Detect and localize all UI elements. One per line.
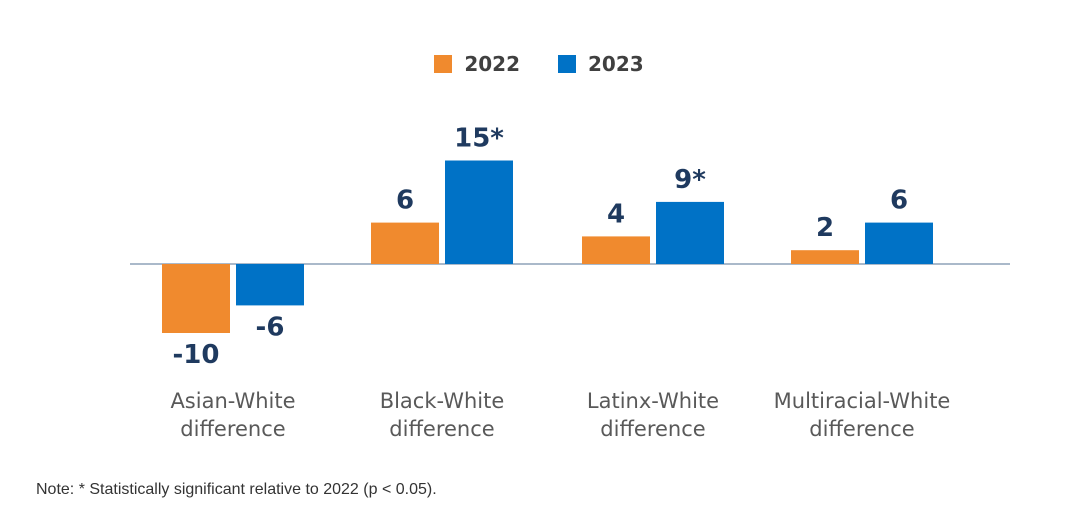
legend-swatch-2023: [558, 55, 576, 73]
data-label-2023-3: 6: [890, 186, 908, 216]
legend: 2022 2023: [0, 52, 1078, 76]
footnote: Note: * Statistically significant relati…: [36, 481, 437, 498]
category-label-1-line-0: Black-White: [380, 389, 505, 413]
data-label-2022-0: -10: [173, 340, 220, 370]
legend-item-2023: 2023: [558, 52, 644, 76]
bar-2023-3: [865, 222, 933, 264]
legend-item-2022: 2022: [434, 52, 520, 76]
data-label-2023-2: 9*: [674, 165, 706, 195]
category-label-2-line-0: Latinx-White: [587, 389, 719, 413]
category-label-0-line-0: Asian-White: [170, 389, 295, 413]
category-label-2-line-1: difference: [600, 417, 705, 441]
bar-2022-2: [582, 236, 650, 264]
bar-2022-3: [791, 250, 859, 264]
data-label-2022-3: 2: [816, 213, 834, 243]
data-label-2022-1: 6: [396, 186, 414, 216]
legend-label-2022: 2022: [464, 52, 520, 76]
data-label-2023-0: -6: [256, 312, 285, 342]
bar-2023-2: [656, 201, 724, 264]
category-label-3-line-0: Multiracial-White: [774, 389, 951, 413]
bar-2023-0: [236, 264, 304, 306]
legend-swatch-2022: [434, 55, 453, 73]
bar-2022-0: [162, 264, 230, 333]
data-label-2023-1: 15*: [454, 124, 504, 154]
category-label-1-line-1: difference: [389, 417, 494, 441]
data-label-2022-2: 4: [607, 199, 625, 229]
legend-label-2023: 2023: [588, 52, 644, 76]
category-label-3-line-1: difference: [809, 417, 914, 441]
bar-2022-1: [371, 222, 439, 264]
bar-2023-1: [445, 160, 513, 264]
category-label-0-line-1: difference: [180, 417, 285, 441]
